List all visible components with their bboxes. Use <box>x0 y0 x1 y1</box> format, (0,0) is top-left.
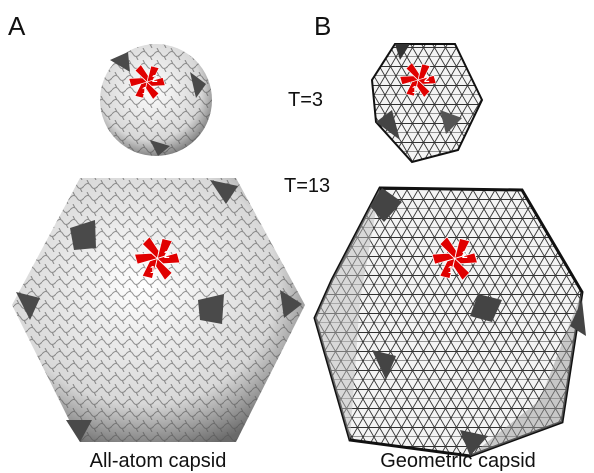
marker-number: 1 <box>150 265 156 276</box>
marker-number: 2 <box>462 250 468 261</box>
marker-number: 1 <box>448 265 454 276</box>
marker-number: 2 <box>424 74 430 85</box>
large-geo-capsid <box>315 188 586 456</box>
marker-number: 2 <box>164 250 170 261</box>
marker-number: 2 <box>152 74 158 85</box>
small-atom-capsid <box>100 44 212 156</box>
caption: Geometric capsid <box>380 450 536 472</box>
marker-number: 1 <box>142 86 148 97</box>
small-geo-capsid <box>372 44 482 162</box>
row-label: T=3 <box>288 89 323 111</box>
panel-label: B <box>314 11 331 41</box>
large-atom-capsid <box>12 178 305 442</box>
panel-label: A <box>8 11 26 41</box>
figure: A B 1 2 1 2 T=3 T=13 1 2 <box>0 0 594 473</box>
marker-number: 1 <box>412 85 418 96</box>
caption: All-atom capsid <box>90 450 227 472</box>
row-label: T=13 <box>284 175 330 197</box>
